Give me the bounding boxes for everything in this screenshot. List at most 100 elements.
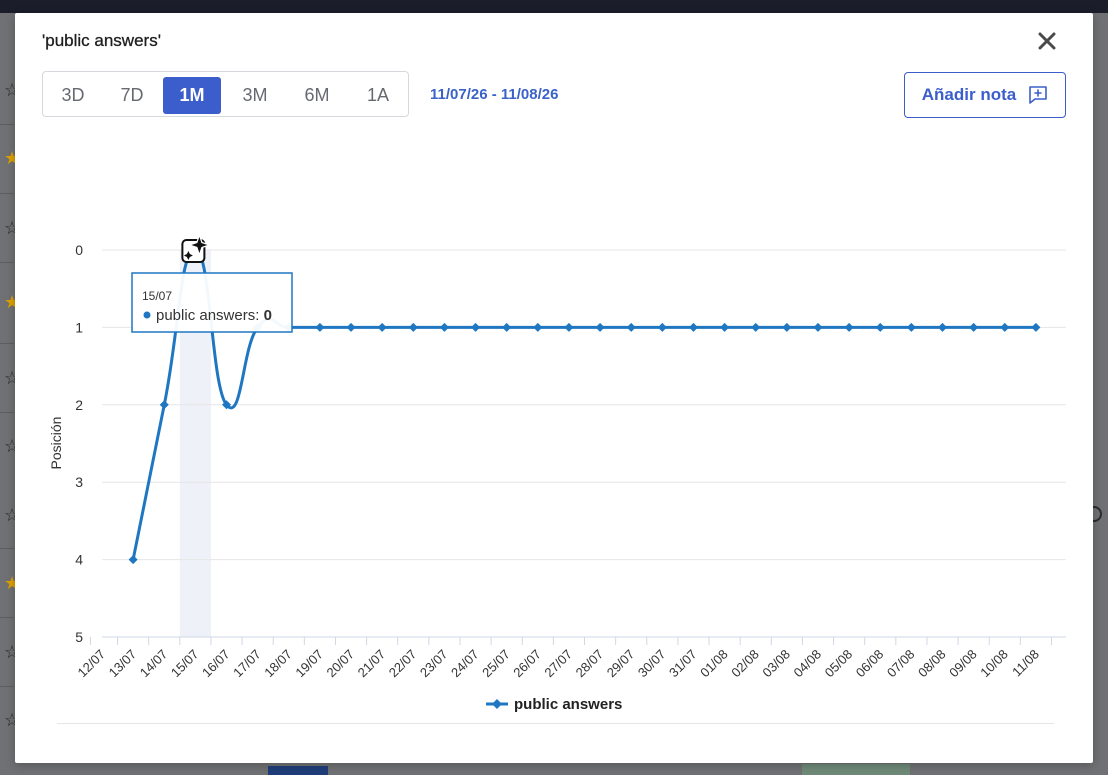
background-content xyxy=(802,764,910,775)
x-tick-label: 28/07 xyxy=(573,647,607,681)
y-axis-title: Posición xyxy=(48,417,64,470)
x-tick-label: 24/07 xyxy=(448,647,482,681)
y-tick-label: 2 xyxy=(75,397,83,413)
data-point[interactable] xyxy=(346,322,356,332)
data-point[interactable] xyxy=(938,322,948,332)
background-divider xyxy=(0,343,14,344)
x-tick-label: 12/07 xyxy=(75,647,109,681)
data-point[interactable] xyxy=(906,322,916,332)
background-divider xyxy=(0,193,14,194)
data-point[interactable] xyxy=(969,322,979,332)
position-line-chart: 012345Posición12/0713/0714/0715/0716/071… xyxy=(48,233,1066,713)
tooltip-date: 15/07 xyxy=(142,289,172,303)
data-point[interactable] xyxy=(782,322,792,332)
legend-item-label: public answers xyxy=(514,696,622,713)
close-button[interactable] xyxy=(1033,27,1061,55)
add-note-label: Añadir nota xyxy=(921,85,1017,104)
x-tick-label: 07/08 xyxy=(884,647,918,681)
x-tick-label: 22/07 xyxy=(386,647,420,681)
background-divider xyxy=(0,617,14,618)
x-tick-label: 05/08 xyxy=(822,647,856,681)
data-point[interactable] xyxy=(751,322,761,332)
range-button-6m[interactable]: 6M xyxy=(304,85,330,105)
close-icon xyxy=(1038,32,1056,50)
x-tick-label: 29/07 xyxy=(604,647,638,681)
data-point[interactable] xyxy=(1000,322,1010,332)
y-tick-label: 4 xyxy=(75,552,83,568)
date-range-label: 11/07/26 - 11/08/26 xyxy=(430,86,559,103)
data-point[interactable] xyxy=(1031,322,1041,332)
y-tick-label: 3 xyxy=(75,474,83,490)
x-tick-label: 26/07 xyxy=(510,647,544,681)
range-button-7d[interactable]: 7D xyxy=(120,85,144,105)
background-divider xyxy=(0,686,14,687)
data-point[interactable] xyxy=(439,322,449,332)
data-point[interactable] xyxy=(626,322,636,332)
x-tick-label: 19/07 xyxy=(292,647,326,681)
chart-legend[interactable]: public answers xyxy=(486,696,622,713)
x-tick-label: 09/08 xyxy=(946,647,980,681)
chart-bottom-divider xyxy=(57,723,1054,724)
sparkle-note-icon[interactable] xyxy=(181,233,212,263)
data-point[interactable] xyxy=(159,400,169,410)
data-point[interactable] xyxy=(657,322,667,332)
tooltip-series-value: public answers: 0 xyxy=(156,307,272,324)
x-tick-label: 13/07 xyxy=(106,647,140,681)
x-tick-label: 14/07 xyxy=(137,647,171,681)
add-note-button[interactable]: Añadir nota xyxy=(904,72,1066,118)
x-tick-label: 02/08 xyxy=(728,647,762,681)
x-tick-label: 03/08 xyxy=(759,647,793,681)
app-top-bar xyxy=(0,0,1108,13)
x-tick-label: 23/07 xyxy=(417,647,451,681)
data-point[interactable] xyxy=(564,322,574,332)
x-tick-label: 08/08 xyxy=(915,647,949,681)
data-point[interactable] xyxy=(875,322,885,332)
data-point[interactable] xyxy=(377,322,387,332)
time-range-selector: 3D 7D 1M 3M 6M 1A xyxy=(42,71,409,117)
data-point[interactable] xyxy=(720,322,730,332)
background-divider xyxy=(0,548,14,549)
x-tick-label: 31/07 xyxy=(666,647,700,681)
x-tick-label: 16/07 xyxy=(199,647,233,681)
range-button-3d[interactable]: 3D xyxy=(61,85,85,105)
background-divider xyxy=(0,124,14,125)
add-note-icon xyxy=(1029,86,1048,104)
data-point[interactable] xyxy=(688,322,698,332)
background-divider xyxy=(0,412,14,413)
modal-title: 'public answers' xyxy=(42,31,161,50)
data-point[interactable] xyxy=(844,322,854,332)
background-content xyxy=(268,766,328,775)
data-point[interactable] xyxy=(128,555,138,565)
y-tick-label: 0 xyxy=(75,242,83,258)
x-tick-label: 11/08 xyxy=(1009,647,1042,680)
chart-modal: 'public answers' 3D 7D 1M 3M 6M 1A 11/07… xyxy=(15,13,1093,763)
x-tick-label: 04/08 xyxy=(790,647,824,681)
range-button-1a[interactable]: 1A xyxy=(366,85,390,105)
x-tick-label: 21/07 xyxy=(355,647,389,681)
data-point[interactable] xyxy=(315,322,325,332)
x-tick-label: 20/07 xyxy=(324,647,358,681)
data-point[interactable] xyxy=(533,322,543,332)
data-point[interactable] xyxy=(502,322,512,332)
data-point[interactable] xyxy=(595,322,605,332)
chart-tooltip: 15/07 public answers: 0 xyxy=(131,272,293,333)
x-tick-label: 18/07 xyxy=(261,647,295,681)
x-tick-label: 27/07 xyxy=(541,647,575,681)
x-tick-label: 15/07 xyxy=(168,647,202,681)
x-tick-label: 25/07 xyxy=(479,647,513,681)
y-tick-label: 5 xyxy=(75,629,83,645)
data-point[interactable] xyxy=(408,322,418,332)
tooltip-series-dot xyxy=(143,311,151,319)
x-tick-label: 30/07 xyxy=(635,647,669,681)
range-button-1m[interactable]: 1M xyxy=(163,77,221,114)
x-tick-label: 17/07 xyxy=(230,647,264,681)
y-tick-label: 1 xyxy=(75,319,83,335)
x-tick-label: 10/08 xyxy=(977,647,1011,681)
data-point[interactable] xyxy=(813,322,823,332)
background-divider xyxy=(0,262,14,263)
range-button-3m[interactable]: 3M xyxy=(242,85,268,105)
x-tick-label: 01/08 xyxy=(697,647,731,681)
x-tick-label: 06/08 xyxy=(853,647,887,681)
data-point[interactable] xyxy=(222,400,232,410)
data-point[interactable] xyxy=(471,322,481,332)
